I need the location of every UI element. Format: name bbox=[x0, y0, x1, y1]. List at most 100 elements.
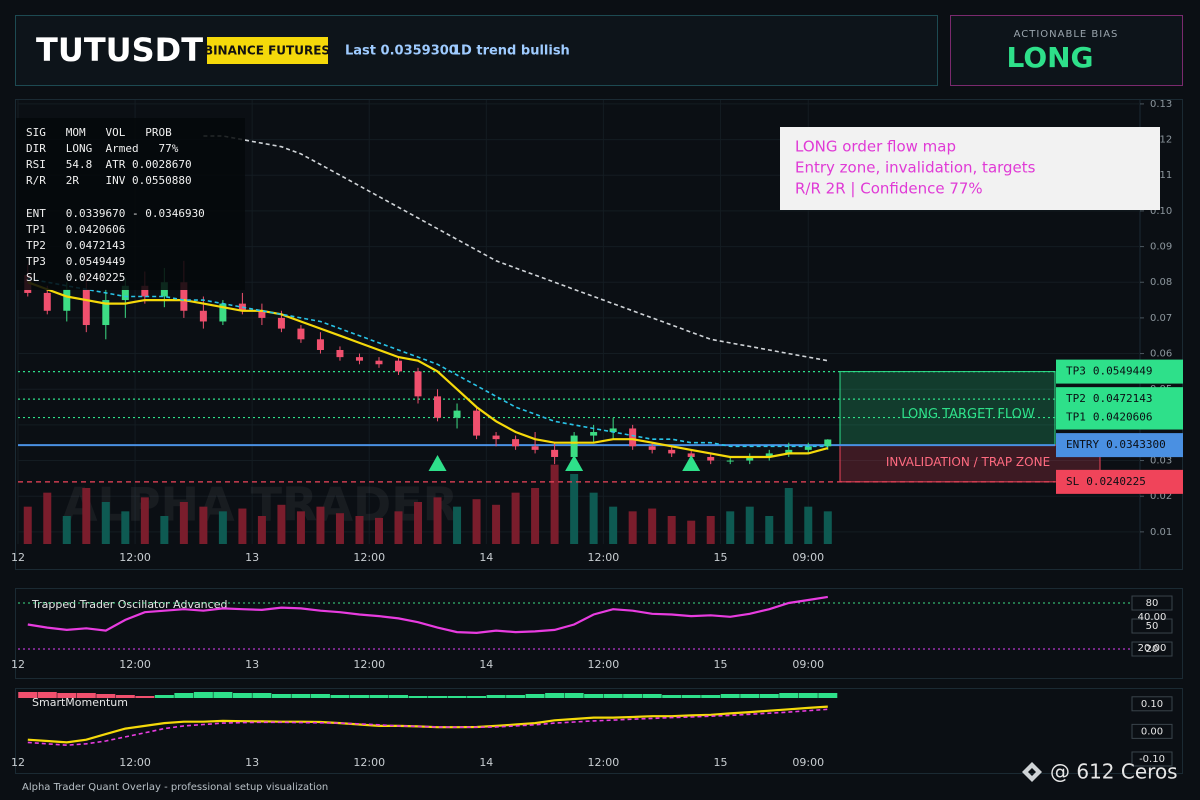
x-tick-label: 09:00 bbox=[792, 551, 824, 564]
ribbon-bar bbox=[252, 693, 272, 698]
volume-bar bbox=[453, 506, 462, 544]
volume-bar bbox=[238, 508, 247, 544]
candle-body bbox=[297, 328, 305, 340]
level-value: 0.0549449 bbox=[1093, 365, 1153, 378]
candle-body bbox=[824, 439, 832, 447]
candle-body bbox=[512, 439, 520, 447]
level-value: 0.0420606 bbox=[1093, 411, 1153, 424]
annotation-line: R/R 2R | Confidence 77% bbox=[795, 180, 983, 198]
level-label: TP3 0.0549449 bbox=[1066, 365, 1152, 378]
level-tag bbox=[1056, 433, 1183, 458]
info-line: SIG MOM VOL PROB bbox=[26, 126, 172, 139]
volume-bar bbox=[628, 511, 637, 544]
series-line bbox=[27, 277, 828, 448]
ribbon-bar bbox=[779, 693, 799, 698]
x-tick-label: 14 bbox=[479, 658, 493, 671]
volume-bar bbox=[784, 488, 793, 544]
candle-body bbox=[473, 410, 481, 436]
volume-bar bbox=[355, 516, 364, 544]
ribbon-bar bbox=[428, 696, 448, 698]
volume-bar bbox=[726, 511, 735, 544]
candle-body bbox=[707, 456, 715, 461]
ribbon-bar bbox=[115, 695, 135, 698]
y-tick-label: 0.01 bbox=[1150, 527, 1172, 538]
x-tick-label: 12:00 bbox=[588, 551, 620, 564]
candle-body bbox=[355, 357, 363, 361]
ribbon-bar bbox=[467, 696, 487, 698]
volume-bar bbox=[101, 502, 110, 544]
y-tick-label: 0.10 bbox=[1141, 699, 1163, 710]
info-level: SL 0.0240225 bbox=[26, 271, 125, 284]
y-tick-box bbox=[1131, 723, 1173, 739]
y-tick-label: 0.12 bbox=[1150, 135, 1172, 146]
volume-bar bbox=[609, 506, 618, 544]
ribbon-bar bbox=[740, 694, 760, 698]
ribbon-bar bbox=[798, 693, 818, 698]
ribbon-bar bbox=[310, 694, 330, 698]
ribbon-bar bbox=[291, 694, 311, 698]
annotation-line: LONG order flow map bbox=[795, 138, 956, 156]
panel-title: SmartMomentum bbox=[32, 696, 128, 709]
ribbon-bar bbox=[154, 695, 174, 698]
volume-bar bbox=[257, 516, 266, 544]
candle-body bbox=[785, 449, 793, 454]
volume-bar bbox=[160, 516, 169, 544]
series-line bbox=[27, 708, 828, 747]
x-tick-label: 12:00 bbox=[119, 551, 151, 564]
trend: 1D trend bullish bbox=[452, 44, 570, 59]
target-zone bbox=[839, 371, 1056, 446]
candle-body bbox=[102, 300, 110, 326]
candle-body bbox=[804, 446, 812, 450]
badge: BINANCE FUTURES bbox=[204, 44, 330, 58]
x-tick-label: 09:00 bbox=[792, 756, 824, 769]
volume-bar bbox=[687, 520, 696, 544]
zone-label: INVALIDATION / TRAP ZONE bbox=[886, 455, 1050, 469]
y-tick-box bbox=[1131, 641, 1173, 657]
y-tick-label: 0.06 bbox=[1150, 349, 1172, 360]
volume-bar bbox=[23, 506, 32, 544]
info-panel bbox=[16, 118, 245, 290]
ribbon-bar bbox=[408, 696, 428, 698]
ribbon-bar bbox=[369, 695, 389, 698]
info-level: ENT 0.0339670 - 0.0346930 bbox=[26, 207, 205, 220]
candle-body bbox=[765, 453, 773, 457]
ribbon-bar bbox=[564, 693, 584, 698]
level-label: ENTRY 0.0343300 bbox=[1066, 438, 1166, 451]
volume-bar bbox=[277, 504, 286, 544]
x-tick-label: 13 bbox=[245, 658, 259, 671]
candle-body bbox=[43, 292, 51, 311]
ribbon-bar bbox=[232, 693, 252, 698]
buy-signal bbox=[428, 455, 447, 471]
candle-body bbox=[414, 371, 422, 397]
ribbon-bar bbox=[57, 693, 77, 698]
y-tick-label: -0.10 bbox=[1139, 754, 1165, 765]
ribbon-bar bbox=[818, 693, 838, 698]
ribbon-bar bbox=[76, 693, 96, 698]
ribbon-bar bbox=[623, 694, 643, 698]
momentum-panel bbox=[15, 688, 1183, 774]
series-line bbox=[203, 135, 828, 362]
volume-bar bbox=[433, 497, 442, 544]
candle-body bbox=[453, 410, 461, 418]
x-tick-label: 15 bbox=[713, 551, 727, 564]
x-tick-label: 14 bbox=[479, 551, 493, 564]
candle-body bbox=[375, 360, 383, 365]
ribbon-bar bbox=[759, 694, 779, 698]
buy-signal bbox=[565, 455, 584, 471]
level-label: SL 0.0240225 bbox=[1066, 475, 1146, 488]
volume-bar bbox=[570, 474, 579, 544]
ribbon-bar bbox=[135, 696, 155, 698]
annotation-box bbox=[780, 127, 1160, 210]
ribbon-bar bbox=[349, 695, 369, 698]
candle-body bbox=[199, 310, 207, 322]
x-tick-label: 12:00 bbox=[353, 756, 385, 769]
ribbon-bar bbox=[584, 694, 604, 698]
badge-box bbox=[207, 37, 328, 64]
ribbon-bar bbox=[701, 695, 721, 698]
series-line bbox=[27, 595, 828, 635]
info-line: DIR LONG Armed 77% bbox=[26, 142, 179, 155]
candle-body bbox=[746, 456, 754, 461]
x-tick-label: 15 bbox=[713, 756, 727, 769]
ribbon-bar bbox=[486, 695, 506, 698]
